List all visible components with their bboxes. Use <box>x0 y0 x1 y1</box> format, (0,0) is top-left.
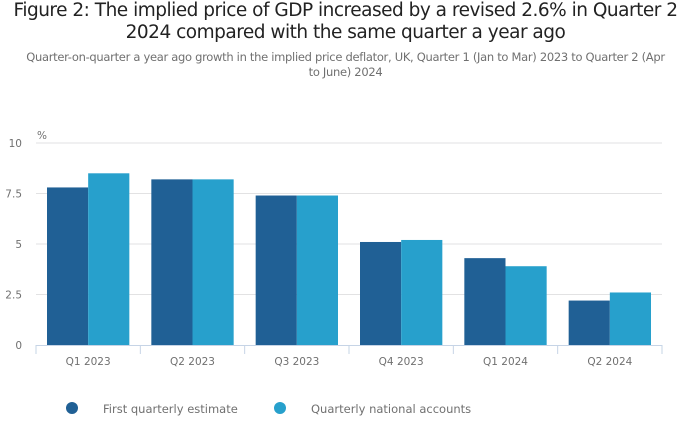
x-tick-label: Q3 2023 <box>274 356 319 368</box>
bar-first-quarterly-estimate <box>255 195 297 345</box>
bar-first-quarterly-estimate <box>568 300 610 345</box>
x-tick-label: Q2 2023 <box>170 356 215 368</box>
chart-title: Figure 2: The implied price of GDP incre… <box>13 0 678 43</box>
bar-quarterly-national-accounts <box>609 292 651 345</box>
x-axis: Q1 2023 Q2 2023 Q3 2023 Q4 2023 Q1 2024 Q2 20… <box>35 345 663 368</box>
legend-marker-icon <box>274 402 286 414</box>
y-axis-unit-label: % <box>37 130 47 142</box>
y-tick-label: 7.5 <box>5 189 22 201</box>
legend-label: Quarterly national accounts <box>311 402 471 416</box>
bars <box>47 173 651 345</box>
y-tick-label: 2.5 <box>5 290 22 302</box>
y-tick-label: 10 <box>9 138 22 150</box>
bar-quarterly-national-accounts <box>505 266 547 345</box>
gridlines <box>36 142 662 295</box>
x-tick-label: Q2 2024 <box>587 356 632 368</box>
bar-quarterly-national-accounts <box>192 179 234 345</box>
bar-first-quarterly-estimate <box>464 258 506 345</box>
x-tick-label: Q4 2023 <box>379 356 424 368</box>
bar-first-quarterly-estimate <box>360 241 402 345</box>
y-axis-ticks: 0 2.5 5 7.5 10 <box>5 138 22 352</box>
y-tick-label: 0 <box>15 340 22 352</box>
bar-quarterly-national-accounts <box>88 173 130 345</box>
chart-subtitle: Quarter-on-quarter a year ago growth in … <box>26 50 665 79</box>
x-tick-label: Q1 2023 <box>66 356 111 368</box>
y-tick-label: 5 <box>15 239 22 251</box>
x-tick-label: Q1 2024 <box>483 356 528 368</box>
bar-first-quarterly-estimate <box>151 179 193 345</box>
bar-quarterly-national-accounts <box>401 239 443 345</box>
bar-quarterly-national-accounts <box>296 195 338 345</box>
legend: First quarterly estimate Quarterly nation… <box>66 402 471 416</box>
legend-marker-icon <box>66 402 78 414</box>
legend-label: First quarterly estimate <box>103 402 238 416</box>
bar-first-quarterly-estimate <box>47 187 89 345</box>
